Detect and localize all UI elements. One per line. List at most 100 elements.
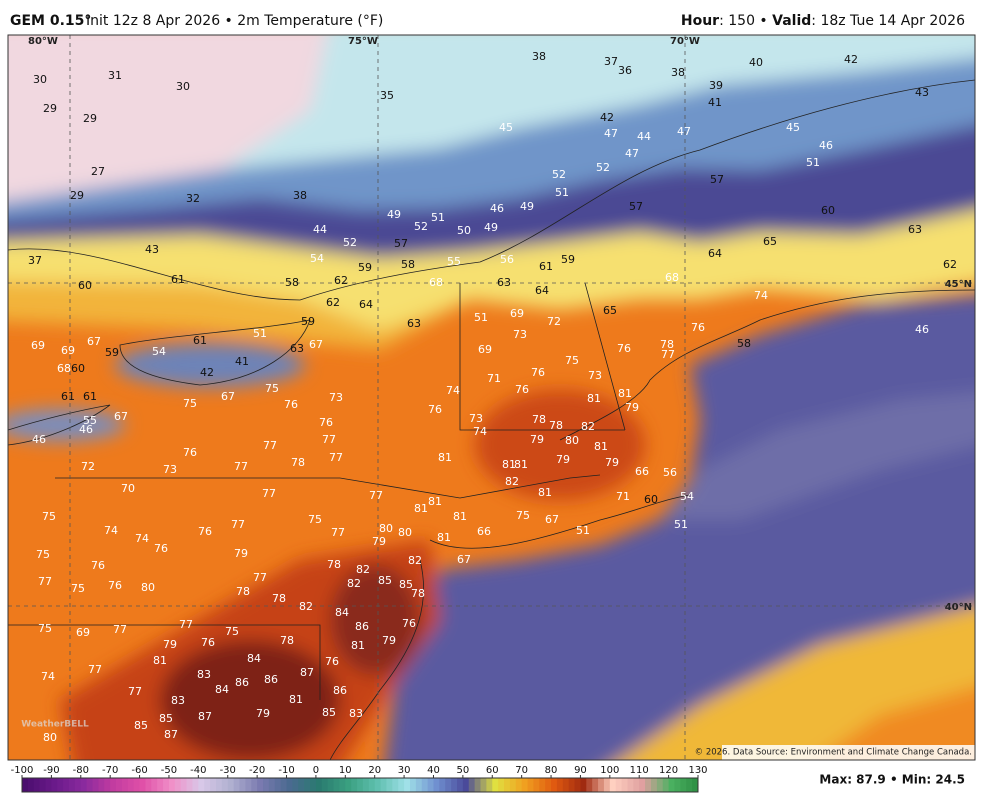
temperature-label: 61 (61, 390, 75, 403)
temperature-label: 50 (457, 224, 471, 237)
temperature-label: 87 (164, 728, 178, 741)
colorbar-tick-label: -10 (278, 765, 294, 776)
colorbar-swatch (327, 778, 335, 792)
temperature-label: 62 (334, 274, 348, 287)
temperature-label: 75 (42, 510, 56, 523)
temperature-label: 49 (520, 200, 534, 213)
colorbar-swatch (121, 778, 129, 792)
temperature-label: 77 (38, 575, 52, 588)
colorbar-swatch (27, 778, 35, 792)
temperature-label: 59 (358, 261, 372, 274)
temperature-label: 63 (290, 342, 304, 355)
lon-label: 70°W (670, 36, 700, 47)
colorbar-swatch (239, 778, 246, 792)
colorbar-swatch (633, 778, 640, 792)
temperature-label: 86 (235, 676, 249, 689)
temperature-label: 45 (786, 121, 800, 134)
temperature-label: 67 (457, 553, 471, 566)
temperature-label: 77 (253, 571, 267, 584)
temperature-label: 56 (500, 253, 514, 266)
temperature-label: 42 (200, 366, 214, 379)
colorbar-swatch (445, 778, 452, 792)
colorbar-swatch (221, 778, 229, 792)
colorbar-swatch (392, 778, 399, 792)
temperature-label: 81 (538, 486, 552, 499)
colorbar-swatch (404, 778, 411, 792)
temperature-label: 51 (806, 156, 820, 169)
temperature-label: 46 (79, 423, 93, 436)
temperature-label: 78 (411, 587, 425, 600)
colorbar-tick-label: 10 (339, 765, 352, 776)
temperature-label: 63 (497, 276, 511, 289)
temperature-label: 75 (183, 397, 197, 410)
coast-li (429, 494, 691, 549)
temperature-label: 46 (32, 433, 46, 446)
colorbar-swatch (374, 778, 382, 792)
colorbar-swatch (504, 778, 511, 792)
temperature-label: 61 (83, 390, 97, 403)
colorbar-swatch (263, 778, 270, 792)
colorbar-swatch (639, 778, 646, 792)
colorbar-swatch (592, 778, 599, 792)
colorbar-swatch (57, 778, 64, 792)
colorbar-swatch (621, 778, 628, 792)
temperature-label: 41 (708, 96, 722, 109)
temperature-label: 29 (70, 189, 84, 202)
temperature-label: 76 (531, 366, 545, 379)
temperature-label: 87 (300, 666, 314, 679)
temperature-label: 86 (333, 684, 347, 697)
temperature-label: 83 (349, 707, 363, 720)
temperature-label: 76 (515, 383, 529, 396)
temperature-label: 77 (231, 518, 245, 531)
temperature-label: 35 (380, 89, 394, 102)
temperature-label: 81 (502, 458, 516, 471)
temperature-label: 81 (594, 440, 608, 453)
colorbar-swatch (498, 778, 505, 792)
temperature-label: 54 (680, 490, 694, 503)
colorbar-swatch (468, 778, 476, 792)
temperature-label: 82 (408, 554, 422, 567)
temperature-label: 82 (299, 600, 313, 613)
temperature-label: 62 (326, 296, 340, 309)
temperature-label: 78 (549, 419, 563, 432)
colorbar-swatch (345, 778, 352, 792)
temperature-label: 68 (665, 271, 679, 284)
colorbar-swatch (474, 778, 482, 792)
colorbar-swatch (133, 778, 141, 792)
temperature-label: 29 (43, 102, 57, 115)
temperature-label: 78 (236, 585, 250, 598)
colorbar-tick-label: 90 (574, 765, 587, 776)
temperature-label: 55 (447, 255, 461, 268)
temperature-label: 59 (105, 346, 119, 359)
temperature-label: 55 (83, 414, 97, 427)
colorbar-swatch (527, 778, 534, 792)
temperature-label: 77 (113, 623, 127, 636)
temperature-label: 73 (469, 412, 483, 425)
colorbar-tick-label: -40 (190, 765, 206, 776)
valid-value: : 18z Tue 14 Apr 2026 (811, 13, 965, 29)
temperature-label: 76 (319, 416, 333, 429)
temperature-label: 74 (754, 289, 768, 302)
temperature-label: 73 (163, 463, 177, 476)
colorbar-tick-label: 40 (427, 765, 440, 776)
temperature-label: 75 (265, 382, 279, 395)
lon-label: 80°W (28, 36, 58, 47)
colorbar-swatch (533, 778, 540, 792)
temperature-label: 73 (329, 391, 343, 404)
colorbar-swatch (339, 778, 346, 792)
temperature-label: 69 (510, 307, 524, 320)
colorbar-swatch (609, 778, 617, 792)
colorbar-tick-label: 50 (457, 765, 470, 776)
temperature-label: 60 (821, 204, 835, 217)
colorbar-swatch (421, 778, 429, 792)
map-border (7, 34, 976, 761)
colorbar-swatch (545, 778, 552, 792)
colorbar-swatch (227, 778, 235, 792)
colorbar-swatch (98, 778, 105, 792)
coast-north (559, 289, 975, 441)
colorbar-tick-label: 80 (545, 765, 558, 776)
colorbar-swatch (304, 778, 311, 792)
valid-label: Valid (772, 13, 811, 29)
temperature-label: 82 (581, 420, 595, 433)
temperature-label: 46 (490, 202, 504, 215)
